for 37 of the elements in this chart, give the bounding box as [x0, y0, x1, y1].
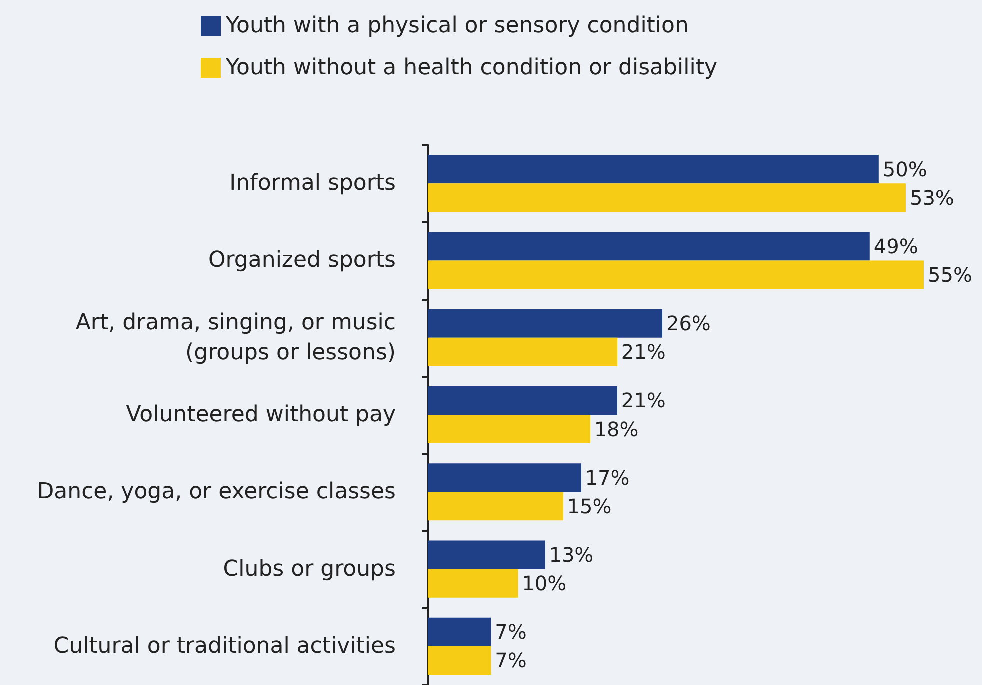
y-tick-label: Organized sports	[208, 248, 396, 274]
bar	[428, 184, 906, 212]
bar	[428, 232, 870, 261]
bar	[428, 646, 492, 675]
data-label: 10%	[522, 572, 567, 596]
data-label: 49%	[874, 234, 918, 258]
bar	[428, 309, 662, 338]
y-tick-label: Informal sports	[230, 171, 396, 196]
bar	[428, 415, 590, 444]
bar	[428, 540, 546, 570]
data-label: 15%	[567, 494, 612, 518]
y-tick-label: Volunteered without pay	[126, 402, 396, 428]
legend-label: Youth without a health condition or disability	[225, 56, 718, 80]
data-label: 7%	[495, 648, 527, 673]
bar	[428, 569, 518, 598]
y-tick-label: Clubs or groups	[223, 556, 396, 582]
bar	[428, 155, 879, 184]
data-label: 18%	[594, 417, 639, 442]
bar	[428, 464, 582, 492]
bar	[428, 492, 564, 521]
bar	[428, 386, 618, 415]
y-tick-label: Cultural or traditional activities	[54, 634, 396, 659]
data-label: 17%	[585, 466, 630, 490]
bar	[428, 260, 924, 290]
data-label: 53%	[910, 186, 954, 210]
bar	[428, 338, 618, 366]
data-label: 55%	[928, 262, 972, 287]
y-tick-label: Art, drama, singing, or music (groups or lessons)	[76, 310, 396, 366]
data-label: 21%	[621, 340, 666, 364]
y-tick-label: Dance, yoga, or exercise classes	[37, 480, 396, 505]
data-label: 26%	[666, 312, 711, 336]
legend-label: Youth with a physical or sensory condition	[225, 14, 689, 38]
data-label: 13%	[549, 543, 594, 568]
data-label: 7%	[495, 620, 527, 644]
data-label: 50%	[882, 157, 928, 182]
data-label: 21%	[621, 388, 666, 413]
bar	[428, 618, 492, 646]
